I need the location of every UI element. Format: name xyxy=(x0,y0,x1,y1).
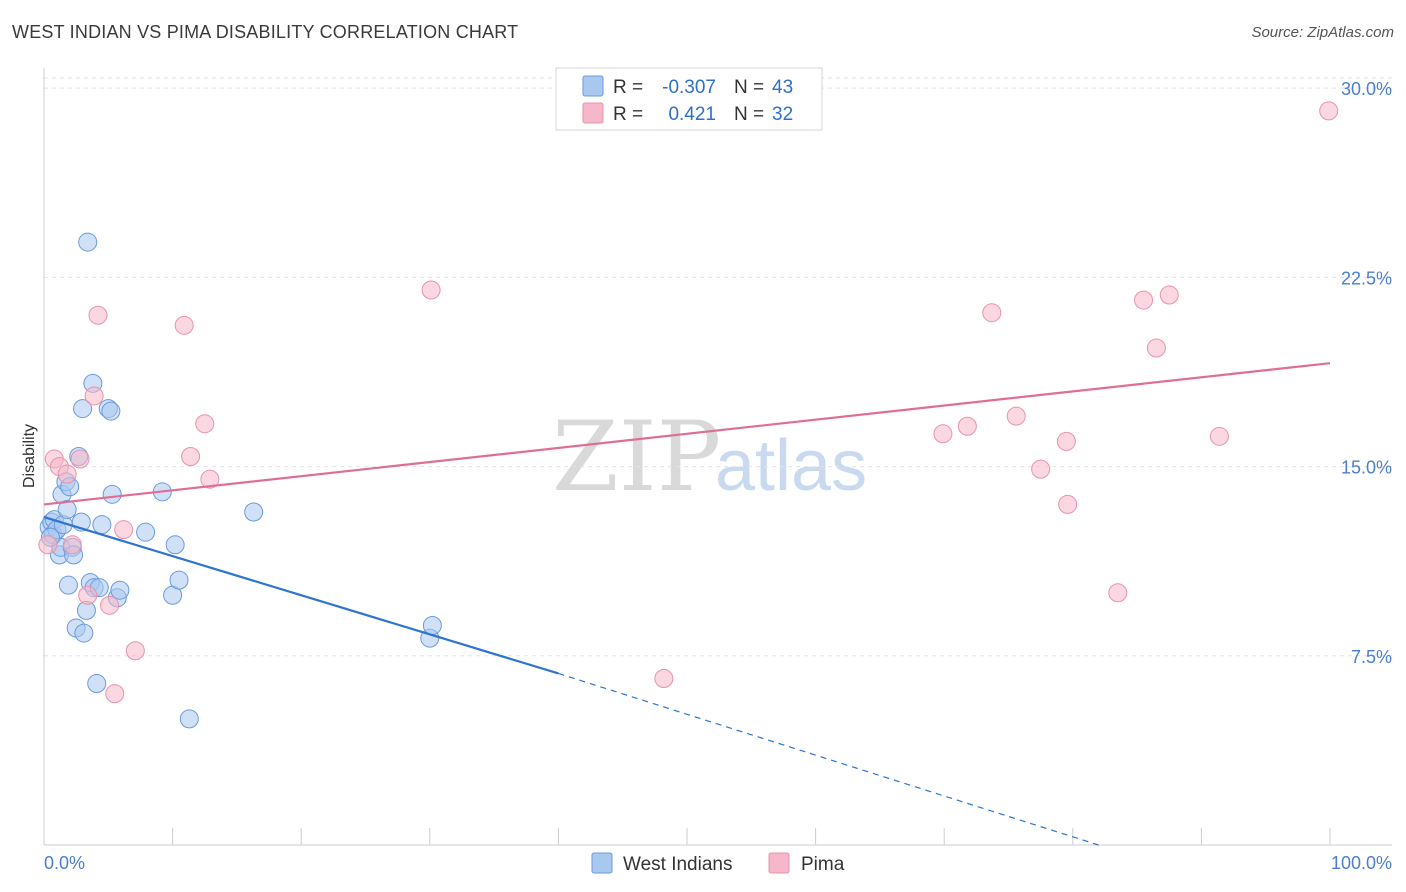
point-pima xyxy=(200,469,220,489)
legend-r-label-west-indians: R = xyxy=(613,77,643,98)
point-west-indians xyxy=(87,674,107,694)
axes xyxy=(43,68,1392,846)
point-pima xyxy=(195,414,215,434)
point-west-indians xyxy=(58,575,78,595)
y-tick-label: 30.0% xyxy=(1341,79,1392,99)
x-ticks xyxy=(43,828,1331,845)
trend-extension-west-indians xyxy=(558,672,1099,846)
point-pima xyxy=(1031,459,1051,479)
y-tick-labels: 7.5% 15.0% 22.5% 30.0% xyxy=(1341,79,1392,667)
point-pima xyxy=(78,585,98,605)
x-tick-label-max: 100.0% xyxy=(1331,853,1392,873)
point-west-indians xyxy=(101,401,121,421)
point-pima xyxy=(1108,583,1128,603)
series-legend-swatch-pima xyxy=(768,852,790,874)
point-pima xyxy=(100,595,120,615)
x-tick-label-min: 0.0% xyxy=(44,853,85,873)
gridlines xyxy=(44,77,1392,657)
y-tick-label: 22.5% xyxy=(1341,268,1392,288)
legend-r-value-pima: 0.421 xyxy=(668,104,716,125)
y-tick-label: 7.5% xyxy=(1351,647,1392,667)
point-pima xyxy=(654,669,674,688)
point-pima xyxy=(125,641,145,661)
legend-n-label-west-indians: N = xyxy=(734,77,764,98)
point-pima xyxy=(88,305,108,325)
point-west-indians xyxy=(110,580,130,600)
correlation-legend: R = -0.307 N = 43 R = 0.421 N = 32 xyxy=(555,67,823,131)
point-pima xyxy=(1319,101,1339,121)
point-pima xyxy=(1006,406,1026,426)
point-west-indians xyxy=(422,616,442,636)
data-points xyxy=(38,101,1339,729)
point-pima xyxy=(57,464,77,484)
point-west-indians xyxy=(169,570,189,590)
legend-n-label-pima: N = xyxy=(734,104,764,125)
point-pima xyxy=(1134,290,1154,310)
series-legend-swatch-west-indians xyxy=(591,852,613,874)
point-pima xyxy=(70,449,90,469)
trend-line-west-indians xyxy=(43,515,559,675)
point-west-indians xyxy=(165,535,185,555)
point-pima xyxy=(982,303,1002,323)
point-west-indians xyxy=(73,399,93,419)
legend-n-value-pima: 32 xyxy=(772,104,793,125)
legend-r-value-west-indians: -0.307 xyxy=(662,77,716,98)
watermark-atlas: atlas xyxy=(715,426,867,506)
point-pima xyxy=(114,520,134,540)
point-pima xyxy=(957,416,977,436)
point-pima xyxy=(181,447,201,466)
point-pima xyxy=(38,535,58,555)
y-axis-label: Disability xyxy=(21,424,38,488)
point-west-indians xyxy=(179,709,199,729)
point-west-indians xyxy=(244,502,264,522)
trend-lines xyxy=(43,362,1331,846)
point-west-indians xyxy=(102,484,122,504)
legend-swatch-west-indians xyxy=(582,75,604,97)
point-pima xyxy=(1159,285,1179,305)
point-west-indians xyxy=(92,515,112,535)
point-pima xyxy=(1146,338,1166,358)
point-pima xyxy=(62,535,82,555)
point-pima xyxy=(174,315,194,335)
watermark-zip: ZIP xyxy=(552,401,721,513)
legend-n-value-west-indians: 43 xyxy=(772,77,793,98)
series-legend-label-west-indians: West Indians xyxy=(623,854,732,875)
watermark: ZIP atlas xyxy=(552,401,867,513)
point-pima xyxy=(421,280,441,300)
point-west-indians xyxy=(136,522,156,542)
source-credit: Source: ZipAtlas.com xyxy=(1251,24,1394,41)
series-legend-label-pima: Pima xyxy=(801,854,845,875)
point-west-indians xyxy=(78,232,98,252)
point-pima xyxy=(1056,431,1076,451)
point-west-indians xyxy=(74,623,94,643)
point-pima xyxy=(1058,494,1078,514)
legend-r-label-pima: R = xyxy=(613,104,643,125)
point-pima xyxy=(105,684,125,704)
point-pima xyxy=(1209,426,1229,446)
legend-swatch-pima xyxy=(582,102,604,124)
chart-title: WEST INDIAN VS PIMA DISABILITY CORRELATI… xyxy=(12,22,519,42)
point-pima xyxy=(84,386,104,406)
point-west-indians xyxy=(57,499,77,519)
point-pima xyxy=(933,424,953,444)
series-legend: West Indians Pima xyxy=(591,852,845,875)
trend-line-pima xyxy=(43,362,1331,506)
y-tick-label: 15.0% xyxy=(1341,458,1392,478)
